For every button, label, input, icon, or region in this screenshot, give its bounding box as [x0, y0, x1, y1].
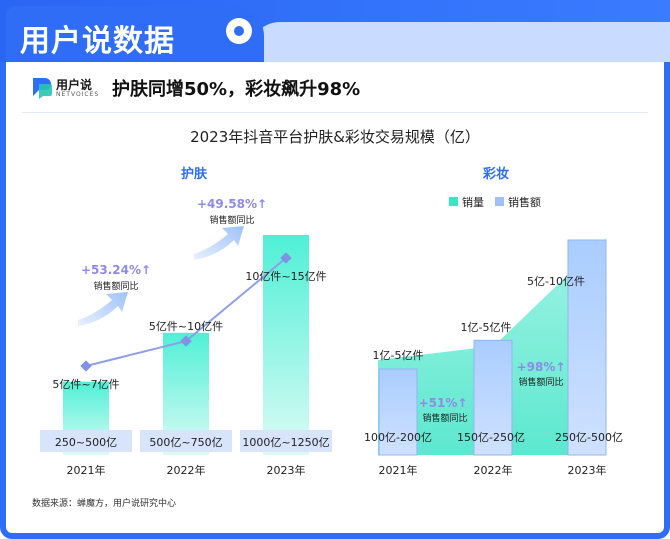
- sales-label-bg: [240, 430, 332, 452]
- panel-title-makeup: 彩妆: [482, 166, 509, 182]
- sales-amount-label: 250~500亿: [55, 436, 117, 449]
- x-tick-label: 2023年: [267, 463, 306, 477]
- growth-label: 销售额同比: [422, 412, 467, 424]
- growth-label: 销售额同比: [209, 214, 254, 226]
- bar-skincare-sales: [263, 235, 309, 455]
- x-tick-label: 2022年: [474, 463, 513, 477]
- growth-value: +49.58%↑: [197, 197, 267, 211]
- sales-amount-label: 100亿-200亿: [364, 431, 432, 444]
- bar-makeup-sales: [473, 339, 513, 456]
- volume-label: 5亿件~7亿件: [52, 378, 119, 391]
- legend-swatch-sales: [495, 197, 504, 206]
- headline: 护肤同增50%，彩妆飙升98%: [112, 79, 361, 100]
- sales-amount-label: 250亿-500亿: [555, 431, 623, 444]
- volume-point: [180, 335, 192, 347]
- sales-amount-label: 500亿~750亿: [149, 436, 222, 449]
- growth-label: 销售额同比: [93, 280, 138, 292]
- sales-label-bg: [40, 430, 132, 452]
- chart-title: 2023年抖音平台护肤&彩妆交易规模（亿）: [190, 128, 480, 146]
- growth-label: 销售额同比: [518, 376, 563, 388]
- data-source: 数据来源：蝉魔方，用户说研究中心: [32, 499, 177, 509]
- bar-makeup-sales: [378, 368, 418, 456]
- brand-logo-icon: [33, 78, 52, 99]
- growth-arrow-icon: [194, 226, 244, 260]
- sales-amount-label: 150亿-250亿: [457, 431, 525, 444]
- growth-value: +53.24%↑: [81, 263, 151, 277]
- header-tab: 用户说数据: [6, 6, 264, 62]
- x-tick-label: 2021年: [379, 463, 418, 477]
- headline-bar: 用户说 NETVOICES 护肤同增50%，彩妆飙升98%: [22, 70, 648, 113]
- sales-amount-label: 1000亿~1250亿: [242, 436, 329, 449]
- sales-label-bg: [140, 430, 232, 452]
- volume-point: [80, 360, 92, 372]
- brand-name: 用户说: [56, 78, 93, 92]
- growth-value: +98%↑: [517, 360, 566, 374]
- volume-point: [280, 252, 292, 264]
- header-decoration-inner: [234, 26, 244, 36]
- growth-arrow-icon: [78, 292, 128, 326]
- header-accent: [250, 22, 670, 62]
- panel-title-skincare: 护肤: [181, 166, 208, 182]
- volume-label: 5亿-10亿件: [527, 275, 585, 288]
- bar-makeup-sales: [567, 239, 607, 456]
- x-tick-label: 2023年: [568, 463, 607, 477]
- page-title: 用户说数据: [20, 24, 175, 59]
- x-tick-label: 2022年: [167, 463, 206, 477]
- x-tick-label: 2021年: [67, 463, 106, 477]
- volume-label: 5亿件~10亿件: [149, 320, 223, 333]
- volume-label: 10亿件~15亿件: [245, 270, 326, 283]
- growth-value: +51%↑: [419, 396, 468, 410]
- legend-swatch-volume: [449, 197, 458, 206]
- legend-label-sales: 销售额: [508, 195, 541, 209]
- legend-label-volume: 销量: [462, 195, 484, 209]
- volume-label: 1亿-5亿件: [373, 349, 424, 362]
- volume-label: 1亿-5亿件: [461, 321, 512, 334]
- brand-sub: NETVOICES: [56, 91, 100, 98]
